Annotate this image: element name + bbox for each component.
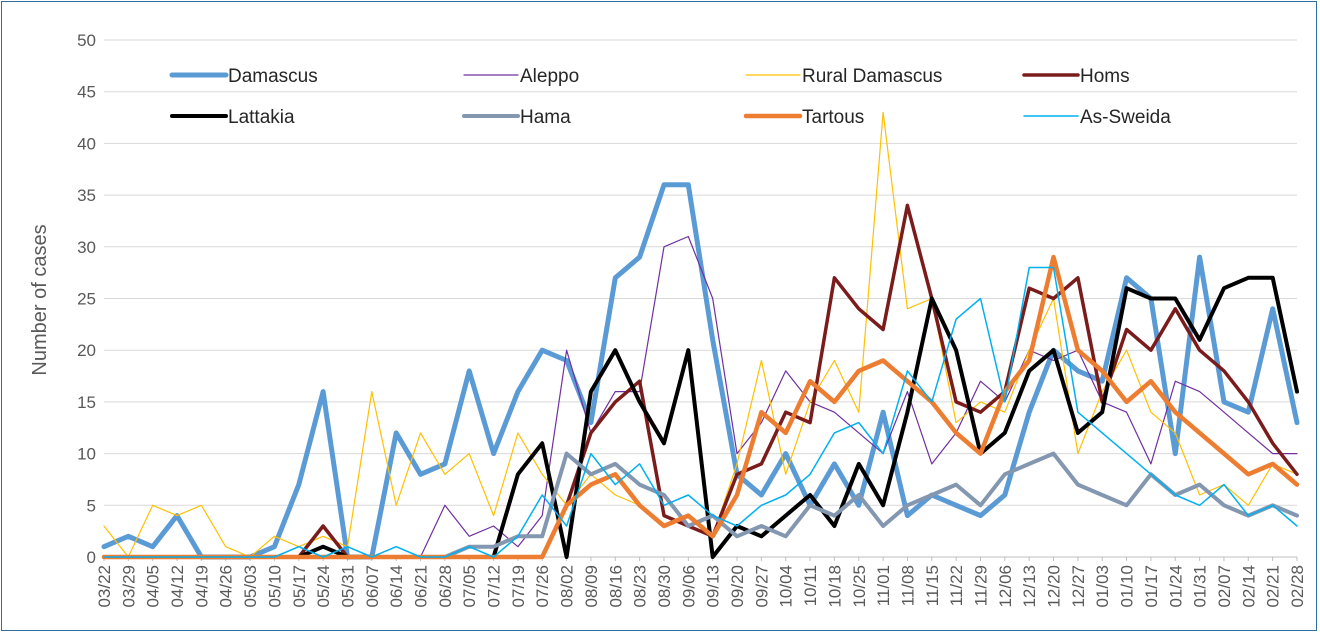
x-tick-label: 12/27: [1069, 565, 1088, 608]
legend-label: Lattakia: [228, 107, 295, 128]
x-tick-label: 08/09: [582, 565, 601, 608]
y-tick-label: 5: [87, 496, 96, 515]
series-line-aleppo: [103, 235, 1298, 558]
y-axis-ticks: 0 5 10 15 20 25 30 35 40 45 50: [77, 31, 96, 567]
series-line-tartous: [101, 254, 1300, 560]
x-tick-label: 02/07: [1215, 565, 1234, 608]
y-tick-label: 35: [77, 186, 96, 205]
x-tick-label: 05/10: [265, 565, 284, 608]
x-tick-label: 05/31: [338, 565, 357, 608]
x-tick-label: 07/05: [460, 565, 479, 608]
y-tick-label: 15: [77, 393, 96, 412]
legend-label: As-Sweida: [1080, 107, 1171, 128]
x-tick-label: 04/05: [144, 565, 163, 608]
x-tick-label: 08/02: [558, 565, 577, 608]
series-line-homs: [102, 203, 1299, 559]
y-tick-label: 30: [77, 238, 96, 257]
x-axis-ticks: 03/22 03/29 04/05 04/12 04/19 04/26 05/03 05/10…: [95, 557, 1307, 608]
legend-label: Aleppo: [520, 66, 579, 87]
legend-label: Damascus: [228, 66, 318, 87]
x-tick-label: 10/11: [801, 565, 820, 606]
y-tick-label: 50: [77, 31, 96, 50]
legend-label: Tartous: [802, 107, 864, 128]
x-tick-label: 03/29: [119, 565, 138, 608]
x-tick-label: 01/10: [1118, 565, 1137, 608]
series-lines: [101, 111, 1300, 560]
x-tick-label: 02/21: [1264, 565, 1283, 608]
x-tick-label: 02/14: [1239, 565, 1258, 608]
y-tick-label: 10: [77, 445, 96, 464]
x-tick-label: 02/28: [1288, 565, 1307, 608]
x-tick-label: 05/17: [290, 565, 309, 608]
x-tick-label: 06/07: [363, 565, 382, 608]
x-tick-label: 12/06: [996, 565, 1015, 608]
x-tick-label: 07/26: [533, 565, 552, 608]
x-tick-label: 10/18: [825, 565, 844, 608]
x-tick-label: 09/13: [704, 565, 723, 608]
x-tick-label: 04/19: [192, 565, 211, 608]
x-tick-label: 08/16: [606, 565, 625, 608]
legend-label: Rural Damascus: [802, 66, 942, 87]
x-tick-label: 04/26: [217, 565, 236, 608]
x-tick-label: 05/03: [241, 565, 260, 608]
y-tick-label: 45: [77, 83, 96, 102]
x-tick-label: 07/19: [509, 565, 528, 608]
x-tick-label: 07/12: [485, 565, 504, 608]
legend: Damascus Aleppo Rural Damascus Homs Lattakia…: [169, 66, 1171, 128]
x-tick-label: 08/30: [655, 565, 674, 608]
x-tick-label: 06/28: [436, 565, 455, 608]
x-tick-label: 10/04: [777, 565, 796, 608]
x-tick-label: 01/31: [1191, 565, 1210, 608]
x-tick-label: 05/24: [314, 565, 333, 608]
x-tick-label: 11/22: [947, 565, 966, 606]
x-tick-label: 01/03: [1093, 565, 1112, 608]
y-tick-label: 25: [77, 290, 96, 309]
y-tick-label: 20: [77, 341, 96, 360]
series-line-as-sweida: [103, 266, 1298, 558]
x-tick-label: 06/14: [387, 565, 406, 608]
legend-label: Homs: [1080, 66, 1130, 87]
x-tick-label: 01/17: [1142, 565, 1161, 608]
y-tick-label: 0: [87, 548, 96, 567]
legend-label: Hama: [520, 107, 571, 128]
x-tick-label: 12/20: [1045, 565, 1064, 608]
x-tick-label: 09/20: [728, 565, 747, 608]
x-tick-label: 11/29: [971, 565, 990, 606]
x-tick-label: 10/25: [850, 565, 869, 608]
x-tick-label: 09/06: [679, 565, 698, 608]
x-tick-label: 08/23: [631, 565, 650, 608]
x-tick-label: 09/27: [752, 565, 771, 608]
x-tick-label: 11/08: [898, 565, 917, 606]
x-tick-label: 03/22: [95, 565, 114, 608]
x-tick-label: 12/13: [1020, 565, 1039, 608]
y-axis-label: Number of cases: [29, 224, 51, 375]
x-tick-label: 06/21: [412, 565, 431, 608]
x-tick-label: 01/24: [1166, 565, 1185, 608]
x-tick-label: 11/01: [874, 565, 893, 606]
x-tick-label: 11/15: [923, 565, 942, 606]
y-tick-label: 40: [77, 134, 96, 153]
x-tick-label: 04/12: [168, 565, 187, 608]
